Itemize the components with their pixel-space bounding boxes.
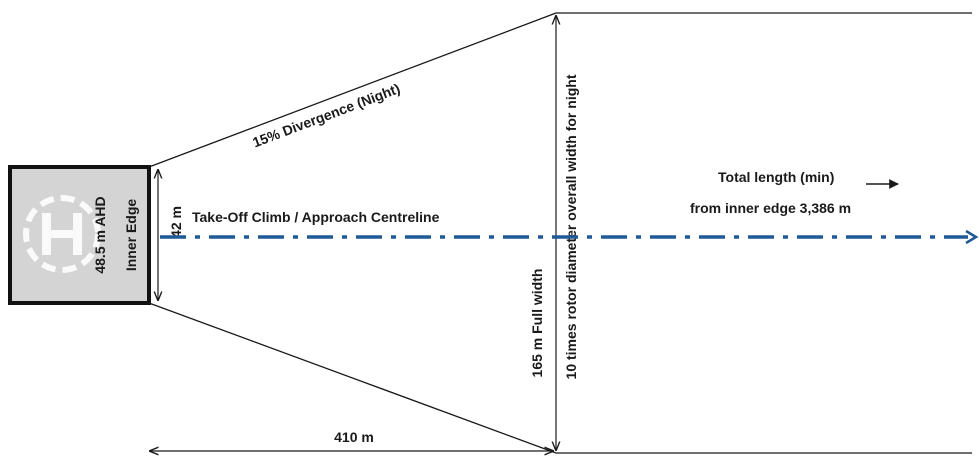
divergence-label: 15% Divergence (Night) <box>250 80 402 150</box>
approach-surface-outline <box>148 12 972 454</box>
centreline-label: Take-Off Climb / Approach Centreline <box>192 209 440 225</box>
divergence-edge-upper <box>148 12 557 168</box>
elevation-label: 48.5 m AHD <box>92 196 108 273</box>
inner-edge-width-label: 42 m <box>168 206 184 238</box>
helipad-h-circle-icon <box>23 195 101 273</box>
divergence-length-label: 410 m <box>334 429 374 445</box>
inner-edge-label: Inner Edge <box>123 199 139 272</box>
total-length-value-label: from inner edge 3,386 m <box>690 200 851 216</box>
centreline-end-arrow-icon <box>965 229 979 245</box>
helipad: 48.5 m AHD Inner Edge <box>8 165 151 305</box>
total-length-label: Total length (min) <box>718 169 834 185</box>
rotor-note-label: 10 times rotor diameter overall width fo… <box>563 74 579 379</box>
divergence-edge-lower <box>148 302 557 454</box>
full-width-label: 165 m Full width <box>529 269 545 378</box>
